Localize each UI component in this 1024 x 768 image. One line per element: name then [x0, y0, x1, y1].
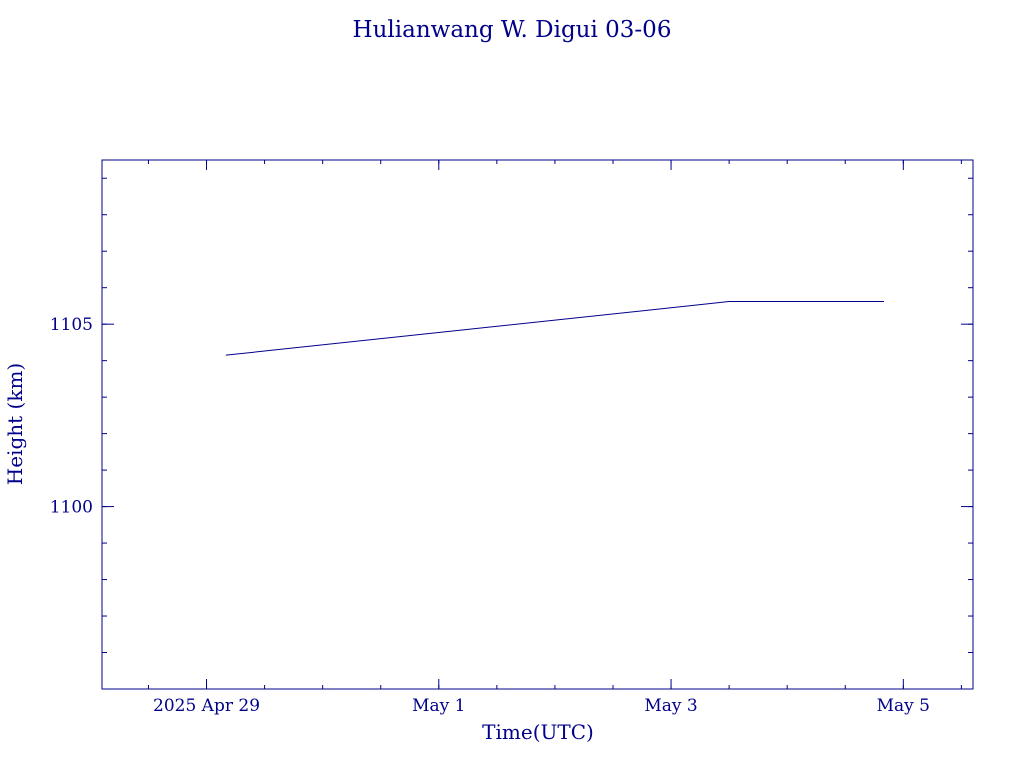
data-series [225, 301, 884, 356]
height-series-line [225, 301, 884, 356]
x-tick-label: May 5 [877, 696, 930, 716]
y-axis-label: Height (km) [3, 363, 27, 485]
chart-title: Hulianwang W. Digui 03-06 [353, 17, 672, 43]
x-axis-label: Time(UTC) [482, 720, 594, 744]
plot-frame [101, 159, 974, 690]
x-tick-label: 2025 Apr 29 [153, 696, 260, 716]
y-tick-label: 1105 [50, 315, 93, 335]
y-tick-label: 1100 [50, 498, 93, 518]
x-tick-label: May 1 [412, 696, 465, 716]
x-tick-label: May 3 [644, 696, 697, 716]
axis-tick-labels: 2025 Apr 29 May 1 May 3 May 5 1100 1105 [50, 315, 930, 716]
axis-ticks [102, 160, 973, 690]
